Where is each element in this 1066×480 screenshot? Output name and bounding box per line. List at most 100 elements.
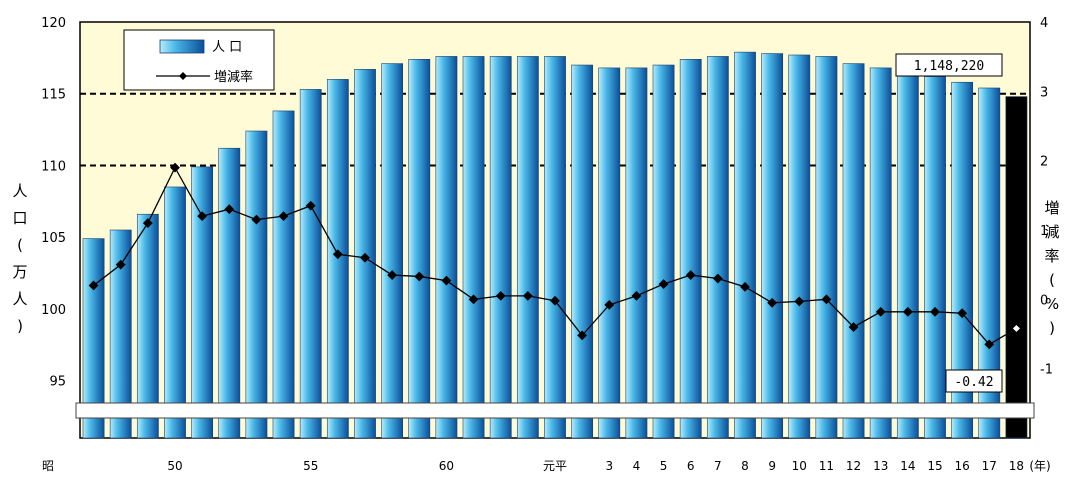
y2-tick-label: 4	[1040, 16, 1048, 31]
x-tick-label: 14	[900, 459, 915, 473]
rate-marker	[522, 290, 533, 301]
x-tick-label: 7	[714, 459, 722, 473]
rate-marker	[142, 218, 153, 228]
legend-bar-swatch	[159, 39, 205, 54]
rate-marker	[115, 259, 126, 270]
bar	[516, 56, 539, 439]
rate-marker	[631, 290, 642, 301]
rate-marker	[88, 280, 99, 291]
bar	[978, 87, 1001, 439]
rate-marker	[740, 281, 750, 292]
y2-tick-label: 3	[1040, 85, 1048, 100]
x-tick-label: 6	[687, 459, 695, 473]
x-tick-label: 10	[792, 459, 807, 473]
x-tick-label: 8	[741, 459, 749, 473]
y2-tick-label: 1	[1040, 224, 1048, 239]
bar	[842, 63, 865, 439]
x-tick-label: 5	[660, 459, 668, 473]
x-tick-label: 13	[873, 459, 888, 473]
legend-marker-swatch	[179, 72, 187, 80]
y-tick-label: 115	[41, 88, 66, 103]
rate-marker	[360, 252, 370, 263]
rate-marker	[224, 204, 235, 215]
rate-marker	[495, 290, 506, 301]
x-tick-label: 55	[303, 459, 318, 473]
rate-marker	[332, 249, 343, 260]
bar	[679, 58, 702, 439]
rate-marker	[821, 294, 832, 305]
bar	[706, 56, 729, 439]
bar	[191, 166, 214, 439]
bar	[245, 130, 268, 439]
rate-marker	[550, 295, 560, 306]
bar	[652, 64, 675, 439]
y2-axis-label-char: 率	[1044, 247, 1059, 265]
annotation-population: 1,148,220	[914, 59, 984, 74]
rate-marker	[957, 308, 968, 319]
rate-marker	[604, 299, 615, 310]
y-tick-label: 105	[41, 231, 66, 246]
rate-marker	[441, 275, 452, 286]
rate-marker	[251, 214, 262, 225]
bar	[761, 53, 784, 439]
y2-axis-label-char: )	[1049, 319, 1055, 337]
rate-marker	[658, 279, 669, 289]
y-axis-label-char: (	[17, 236, 23, 254]
bar	[951, 81, 974, 439]
y-axis-label-char: )	[17, 317, 23, 335]
bar	[136, 213, 159, 439]
y2-axis-label-char: 減	[1044, 223, 1059, 241]
rate-marker	[875, 306, 886, 317]
rate-marker	[930, 306, 940, 317]
annotation-rate: -0.42	[954, 375, 993, 390]
y2-tick-label: 0	[1040, 293, 1048, 308]
rate-marker	[170, 162, 180, 173]
y-axis-label-char: 口	[12, 209, 27, 227]
bar	[815, 56, 838, 439]
x-tick-label: 3	[605, 459, 613, 473]
x-tick-label: 元平	[543, 459, 567, 473]
x-tick-label: 12	[846, 459, 861, 473]
y-axis-label-char: 万	[12, 263, 27, 281]
y2-axis-label-char: %	[1045, 295, 1059, 313]
x-tick-label: 昭	[42, 459, 54, 473]
x-axis-label: (年)	[1029, 459, 1050, 473]
bar	[544, 56, 566, 439]
y-tick-label: 110	[41, 159, 66, 174]
y-tick-label: 95	[49, 375, 66, 390]
rate-marker	[794, 296, 805, 307]
bar	[299, 89, 322, 439]
axis-break	[75, 402, 1035, 419]
rate-marker	[848, 322, 859, 332]
y-axis-label-char: 人	[12, 290, 27, 308]
y2-tick-label: -1	[1040, 363, 1053, 378]
bar	[598, 67, 621, 439]
x-tick-label: 4	[633, 459, 641, 473]
y-tick-label: 100	[41, 303, 66, 318]
x-tick-label: 15	[927, 459, 942, 473]
bar	[164, 186, 186, 439]
x-tick-label: 18	[1009, 459, 1024, 473]
bar	[218, 147, 241, 439]
bar	[82, 238, 105, 439]
x-tick-label: 11	[819, 459, 834, 473]
bar	[896, 69, 919, 439]
rate-marker	[902, 306, 913, 317]
y-tick-label: 120	[41, 16, 66, 31]
rate-marker	[468, 294, 479, 305]
rate-marker	[414, 271, 425, 282]
bar	[381, 63, 404, 439]
bar	[408, 58, 431, 439]
x-tick-label: 60	[439, 459, 454, 473]
x-tick-label: 17	[982, 459, 997, 473]
bar	[435, 56, 458, 439]
y-axis-label-char: 人	[12, 182, 27, 200]
x-tick-label: 16	[955, 459, 970, 473]
bar	[924, 76, 946, 439]
annotation-box-population	[895, 53, 1003, 77]
bar	[109, 229, 132, 439]
rate-marker	[1011, 323, 1022, 334]
y2-tick-label: 2	[1040, 155, 1048, 170]
rate-marker	[387, 270, 398, 280]
